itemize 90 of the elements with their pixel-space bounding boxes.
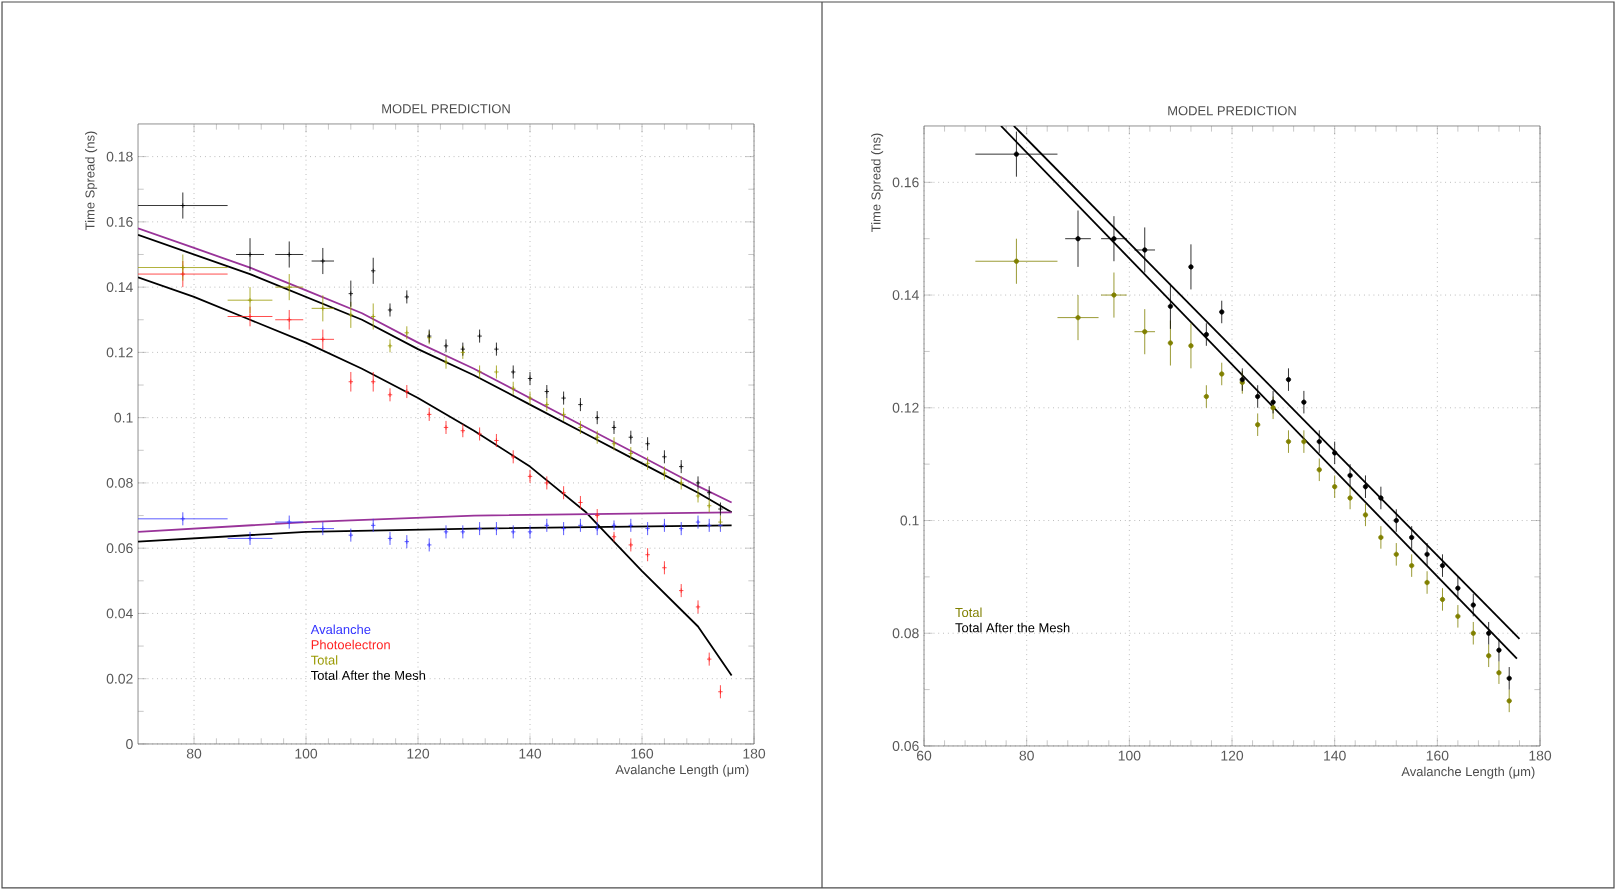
point xyxy=(443,529,449,535)
point xyxy=(678,464,684,470)
point xyxy=(561,490,567,496)
point xyxy=(1142,329,1148,335)
point xyxy=(510,385,516,391)
point xyxy=(443,424,449,431)
point xyxy=(577,402,584,408)
line-series xyxy=(138,276,733,677)
point xyxy=(477,333,483,339)
point xyxy=(645,526,651,532)
point xyxy=(544,388,550,395)
point xyxy=(477,431,483,437)
point xyxy=(493,437,500,444)
point xyxy=(1075,236,1081,242)
point xyxy=(348,379,354,385)
point xyxy=(510,529,516,535)
point xyxy=(561,395,567,401)
point xyxy=(1111,236,1117,242)
point xyxy=(695,480,701,486)
point xyxy=(628,434,634,440)
point xyxy=(706,522,712,528)
point xyxy=(1075,315,1081,321)
point xyxy=(678,480,684,486)
point xyxy=(493,346,500,352)
point xyxy=(404,294,410,300)
point xyxy=(611,424,617,431)
point xyxy=(594,434,600,440)
point xyxy=(706,503,712,509)
point xyxy=(695,604,701,610)
point xyxy=(706,656,712,662)
point xyxy=(527,375,533,382)
point xyxy=(1142,247,1148,253)
point xyxy=(387,535,393,541)
point xyxy=(577,424,584,431)
point xyxy=(493,526,500,532)
line-series xyxy=(138,511,733,533)
point xyxy=(387,307,393,313)
point xyxy=(695,493,701,499)
point xyxy=(717,689,724,695)
point xyxy=(527,395,533,401)
point xyxy=(661,522,668,528)
point xyxy=(661,470,668,476)
point xyxy=(404,388,410,395)
point xyxy=(695,519,701,525)
point xyxy=(460,529,466,535)
point xyxy=(594,526,600,532)
point xyxy=(561,526,567,532)
point xyxy=(717,506,724,512)
point xyxy=(706,490,712,496)
point xyxy=(510,369,516,375)
point xyxy=(661,454,668,460)
point xyxy=(628,522,634,528)
point xyxy=(594,415,600,421)
point xyxy=(628,542,634,548)
point xyxy=(544,402,550,408)
point xyxy=(370,379,376,385)
point xyxy=(1013,258,1020,264)
point xyxy=(645,552,651,558)
point xyxy=(678,588,684,594)
point xyxy=(387,392,393,398)
point xyxy=(594,512,600,519)
point xyxy=(678,526,684,532)
point xyxy=(370,522,376,528)
point xyxy=(426,542,432,548)
point xyxy=(628,450,634,457)
point xyxy=(527,473,533,479)
point xyxy=(426,411,432,417)
point xyxy=(527,529,533,535)
point xyxy=(1111,292,1117,298)
point xyxy=(544,480,550,486)
point xyxy=(1013,151,1020,157)
point xyxy=(387,343,393,349)
point xyxy=(443,359,449,365)
point xyxy=(460,428,466,434)
point xyxy=(477,369,483,375)
point xyxy=(404,539,410,545)
point xyxy=(645,460,651,466)
point xyxy=(661,565,668,571)
point xyxy=(611,441,617,447)
point xyxy=(510,454,516,460)
point xyxy=(443,343,449,349)
point xyxy=(348,532,354,538)
point xyxy=(477,526,483,532)
point xyxy=(577,522,584,528)
point xyxy=(645,441,651,447)
point xyxy=(561,411,567,417)
point xyxy=(544,522,550,528)
point xyxy=(577,499,584,506)
point xyxy=(493,369,500,375)
point xyxy=(404,330,410,336)
